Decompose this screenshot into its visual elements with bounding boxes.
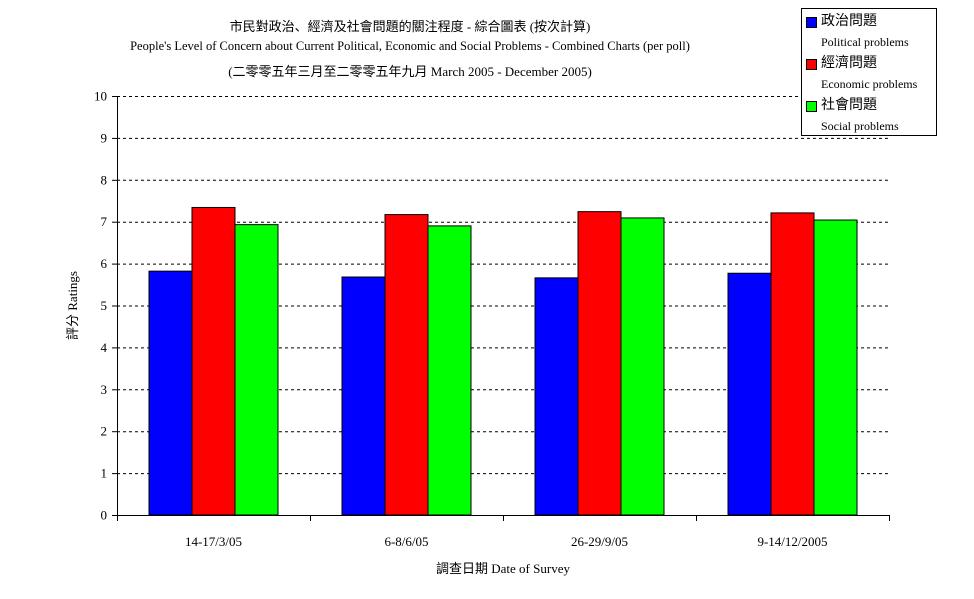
y-tick-label: 9 (101, 130, 108, 145)
legend-label-political: 政治問題 (821, 14, 877, 29)
bar (427, 225, 472, 516)
x-tick-label: 26-29/9/05 (571, 534, 628, 549)
y-tick-label: 8 (101, 172, 108, 187)
chart-subtitle-date-range: (二零零五年三月至二零零五年九月 March 2005 - December 2… (228, 64, 592, 79)
y-tick-label: 3 (101, 382, 108, 397)
y-tick-label: 7 (101, 214, 108, 229)
bar (770, 212, 815, 516)
bar (234, 224, 279, 516)
y-tick-label: 6 (101, 256, 108, 271)
legend-label-social: 社會問題 (821, 98, 877, 113)
bar (341, 276, 386, 516)
x-tick-label: 9-14/12/2005 (757, 534, 827, 549)
y-tick-label: 2 (101, 424, 108, 439)
bar (813, 219, 858, 516)
bar (577, 211, 622, 516)
bar (191, 206, 236, 516)
bar (384, 214, 429, 516)
bar (620, 217, 665, 516)
chart-subtitle: People's Level of Concern about Current … (130, 39, 690, 53)
y-tick-label: 0 (101, 508, 108, 523)
chart-title: 市民對政治、經濟及社會問題的關注程度 - 綜合圖表 (按次計算) (229, 19, 591, 34)
bar (727, 272, 772, 516)
x-tick-label: 6-8/6/05 (384, 534, 428, 549)
legend-label-economic: 經濟問題 (821, 56, 877, 71)
x-axis-title: 調查日期 Date of Survey (436, 561, 570, 576)
y-tick-label: 5 (101, 298, 108, 313)
legend-swatch-political (806, 17, 817, 28)
legend-label-social-en: Social problems (821, 119, 899, 133)
legend-label-political-en: Political problems (821, 35, 909, 49)
legend-swatch-social (806, 101, 817, 112)
y-axis-title: 評分 Ratings (65, 271, 80, 340)
y-tick-label: 4 (101, 340, 108, 355)
axis-labels: 0 1 2 3 4 5 6 7 8 9 10 14-17/3/05 6-8/6/05 26-29/9/05… (65, 89, 828, 577)
legend-swatch-economic (806, 59, 817, 70)
y-tick-label: 10 (94, 89, 107, 104)
bar (534, 277, 579, 516)
axes (112, 96, 890, 521)
legend: 政治問題 Political problems 經濟問題 Economic pr… (801, 8, 937, 136)
bar (148, 270, 193, 516)
legend-label-economic-en: Economic problems (821, 77, 918, 91)
bars (148, 206, 858, 516)
x-tick-label: 14-17/3/05 (185, 534, 242, 549)
y-tick-label: 1 (101, 466, 108, 481)
